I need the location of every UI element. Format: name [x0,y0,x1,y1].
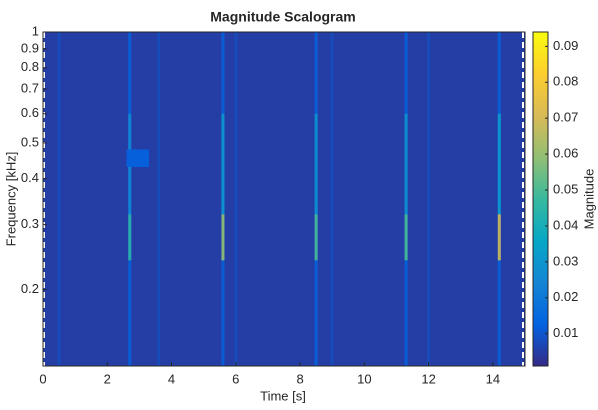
x-tick-label: 10 [357,371,371,386]
y-tick-label: 0.4 [21,170,39,185]
x-tick-label: 6 [232,371,239,386]
x-tick-label: 8 [296,371,303,386]
y-tick-label: 0.3 [21,216,39,231]
y-axis-label: Frequency [kHz] [3,152,18,247]
colorbar-tick-label: 0.03 [553,253,578,268]
y-tick-label: 0.6 [21,105,39,120]
colorbar-tick-label: 0.06 [553,146,578,161]
colorbar-tick-label: 0.05 [553,181,578,196]
colorbar-tick-label: 0.02 [553,289,578,304]
chart-title: Magnitude Scalogram [210,9,355,25]
streak [221,214,225,261]
y-tick-label: 0.2 [21,281,39,296]
streak [221,113,225,215]
colorbar-tick-label: 0.01 [553,325,578,340]
streak [427,32,431,366]
streak [57,32,61,366]
streak [404,113,408,215]
y-tick-label: 1 [32,23,39,38]
streak [314,214,318,261]
x-tick-label: 4 [168,371,175,386]
patch [126,149,150,168]
y-tick-label: 0.5 [21,134,39,149]
streak [157,32,161,366]
x-tick-label: 0 [39,371,46,386]
streak [128,214,132,261]
streak [234,32,238,366]
x-axis-label: Time [s] [260,388,306,403]
streak [404,214,408,261]
x-tick-label: 2 [104,371,111,386]
colorbar-tick-label: 0.09 [553,38,578,53]
x-tick-label: 12 [421,371,435,386]
y-tick-label: 0.8 [21,59,39,74]
colorbar-tick-label: 0.04 [553,217,578,232]
colorbar-tick-label: 0.07 [553,110,578,125]
streak [497,214,501,261]
streak [330,32,334,366]
colorbar [532,31,549,367]
colorbar-tick-label: 0.08 [553,74,578,89]
y-tick-label: 0.7 [21,81,39,96]
axes-box [42,31,526,367]
colorbar-label: Magnitude [581,169,596,230]
y-tick-label: 0.9 [21,40,39,55]
background [43,32,525,366]
streak [314,113,318,215]
streak [497,113,501,215]
plot-area [43,32,525,366]
x-tick-label: 14 [486,371,500,386]
